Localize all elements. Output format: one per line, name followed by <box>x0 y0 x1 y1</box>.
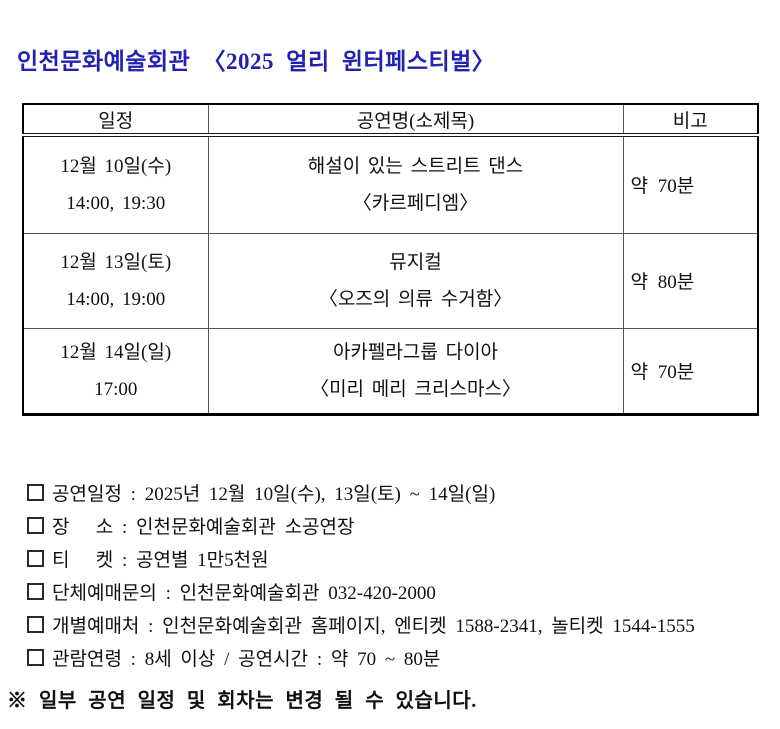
column-header-note: 비고 <box>622 103 759 137</box>
note-cell: 약 70분 <box>622 134 759 234</box>
performance-name: 아카펠라그룹 다이아 <box>332 341 499 363</box>
schedule-table: 일정 공연명(소제목) 비고 12월 10일(수) 14:00, 19:30 해… <box>22 103 759 416</box>
performance-cell: 해설이 있는 스트리트 댄스 〈카르페디엠〉 <box>207 134 624 234</box>
detail-text: 공연일정 : 2025년 12월 10일(수), 13일(토) ~ 14일(일) <box>52 483 496 505</box>
list-item: 개별예매처 : 인천문화예술회관 홈페이지, 엔티켓 1588-2341, 놀티… <box>27 608 780 641</box>
square-bullet-icon <box>27 615 44 633</box>
performance-cell: 뮤지컬 〈오즈의 의류 수거함〉 <box>207 232 624 329</box>
list-item: 관람연령 : 8세 이상 / 공연시간 : 약 70 ~ 80분 <box>27 641 780 674</box>
square-bullet-icon <box>27 516 44 534</box>
detail-text: 관람연령 : 8세 이상 / 공연시간 : 약 70 ~ 80분 <box>52 648 441 670</box>
square-bullet-icon <box>27 549 44 567</box>
square-bullet-icon <box>27 483 44 501</box>
table-row: 12월 10일(수) 14:00, 19:30 해설이 있는 스트리트 댄스 〈… <box>22 134 759 234</box>
list-item: 단체예매문의 : 인천문화예술회관 032-420-2000 <box>27 575 780 608</box>
detail-text: 단체예매문의 : 인천문화예술회관 032-420-2000 <box>52 582 436 604</box>
note-cell: 약 70분 <box>622 327 759 416</box>
detail-text: 개별예매처 : 인천문화예술회관 홈페이지, 엔티켓 1588-2341, 놀티… <box>52 615 695 637</box>
schedule-date: 12월 14일(일) <box>60 341 172 363</box>
list-item: 장 소 : 인천문화예술회관 소공연장 <box>27 509 780 542</box>
schedule-date: 12월 13일(토) <box>60 251 172 273</box>
column-header-schedule: 일정 <box>22 103 209 137</box>
table-row: 12월 13일(토) 14:00, 19:00 뮤지컬 〈오즈의 의류 수거함〉… <box>22 232 759 329</box>
performance-subtitle: 〈오즈의 의류 수거함〉 <box>318 288 513 310</box>
schedule-date: 12월 10일(수) <box>60 155 172 177</box>
square-bullet-icon <box>27 582 44 600</box>
detail-text: 장 소 : 인천문화예술회관 소공연장 <box>52 516 355 538</box>
note-cell: 약 80분 <box>622 232 759 329</box>
square-bullet-icon <box>27 648 44 666</box>
list-item: 티 켓 : 공연별 1만5천원 <box>27 542 780 575</box>
footnote: ※ 일부 공연 일정 및 회차는 변경 될 수 있습니다. <box>7 689 477 712</box>
column-header-performance: 공연명(소제목) <box>207 103 624 137</box>
schedule-cell: 12월 14일(일) 17:00 <box>22 327 209 416</box>
table-header-row: 일정 공연명(소제목) 비고 <box>22 103 759 137</box>
schedule-cell: 12월 10일(수) 14:00, 19:30 <box>22 134 209 234</box>
performance-subtitle: 〈미리 메리 크리스마스〉 <box>310 378 521 400</box>
schedule-times: 14:00, 19:00 <box>66 288 166 310</box>
performance-subtitle: 〈카르페디엠〉 <box>352 192 479 214</box>
schedule-cell: 12월 13일(토) 14:00, 19:00 <box>22 232 209 329</box>
detail-text: 티 켓 : 공연별 1만5천원 <box>52 549 269 571</box>
schedule-times: 17:00 <box>94 378 138 400</box>
schedule-times: 14:00, 19:30 <box>66 192 166 214</box>
performance-name: 해설이 있는 스트리트 댄스 <box>307 155 524 177</box>
list-item: 공연일정 : 2025년 12월 10일(수), 13일(토) ~ 14일(일) <box>27 476 780 509</box>
performance-cell: 아카펠라그룹 다이아 〈미리 메리 크리스마스〉 <box>207 327 624 416</box>
performance-name: 뮤지컬 <box>389 251 442 273</box>
page-title: 인천문화예술회관 〈2025 얼리 윈터페스티벌〉 <box>17 49 496 74</box>
table-row: 12월 14일(일) 17:00 아카펠라그룹 다이아 〈미리 메리 크리스마스… <box>22 327 759 416</box>
details-list: 공연일정 : 2025년 12월 10일(수), 13일(토) ~ 14일(일)… <box>0 476 780 674</box>
